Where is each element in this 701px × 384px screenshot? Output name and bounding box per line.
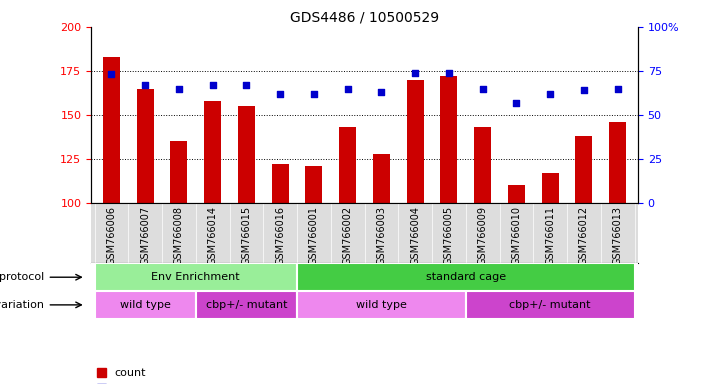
Text: GSM766002: GSM766002: [343, 206, 353, 265]
Bar: [170, 141, 187, 203]
Point: [477, 86, 489, 92]
Bar: [609, 122, 626, 203]
Text: cbp+/- mutant: cbp+/- mutant: [205, 300, 287, 310]
Point: [443, 70, 454, 76]
Bar: [373, 154, 390, 203]
Bar: [508, 185, 525, 203]
Point: [207, 82, 218, 88]
Text: GSM766003: GSM766003: [376, 206, 386, 265]
Text: GSM766005: GSM766005: [444, 206, 454, 265]
Text: GSM766011: GSM766011: [545, 206, 555, 265]
Text: Env Enrichment: Env Enrichment: [151, 272, 240, 282]
Point: [342, 86, 353, 92]
Legend: count, percentile rank within the sample: count, percentile rank within the sample: [97, 368, 302, 384]
Text: wild type: wild type: [356, 300, 407, 310]
Point: [173, 86, 184, 92]
Bar: [465, 291, 634, 319]
Bar: [196, 291, 297, 319]
Text: standard cage: standard cage: [426, 272, 506, 282]
Bar: [95, 291, 196, 319]
Bar: [407, 80, 423, 203]
Bar: [474, 127, 491, 203]
Text: GSM766015: GSM766015: [241, 206, 252, 265]
Text: protocol: protocol: [0, 272, 45, 282]
Point: [139, 82, 151, 88]
Text: GSM766014: GSM766014: [207, 206, 217, 265]
Bar: [440, 76, 457, 203]
Bar: [297, 263, 634, 291]
Bar: [297, 291, 465, 319]
Point: [240, 82, 252, 88]
Text: genotype/variation: genotype/variation: [0, 300, 45, 310]
Point: [106, 71, 117, 78]
Text: GSM766016: GSM766016: [275, 206, 285, 265]
Title: GDS4486 / 10500529: GDS4486 / 10500529: [290, 10, 439, 24]
Bar: [95, 263, 297, 291]
Bar: [238, 106, 255, 203]
Bar: [204, 101, 221, 203]
Bar: [306, 166, 322, 203]
Text: GSM766012: GSM766012: [579, 206, 589, 265]
Text: GSM766006: GSM766006: [107, 206, 116, 265]
Point: [545, 91, 556, 97]
Text: GSM766007: GSM766007: [140, 206, 150, 265]
Point: [275, 91, 286, 97]
Point: [409, 70, 421, 76]
Bar: [542, 173, 559, 203]
Text: GSM766001: GSM766001: [309, 206, 319, 265]
Text: GSM766010: GSM766010: [512, 206, 522, 265]
Text: GSM766004: GSM766004: [410, 206, 420, 265]
Bar: [103, 57, 120, 203]
Point: [511, 99, 522, 106]
Text: GSM766013: GSM766013: [613, 206, 622, 265]
Text: cbp+/- mutant: cbp+/- mutant: [510, 300, 591, 310]
Text: GSM766009: GSM766009: [477, 206, 488, 265]
Point: [308, 91, 320, 97]
Bar: [272, 164, 289, 203]
Text: GSM766008: GSM766008: [174, 206, 184, 265]
Bar: [339, 127, 356, 203]
Bar: [137, 89, 154, 203]
Point: [612, 86, 623, 92]
Bar: [576, 136, 592, 203]
Point: [376, 89, 387, 95]
Point: [578, 87, 590, 93]
Text: wild type: wild type: [120, 300, 170, 310]
